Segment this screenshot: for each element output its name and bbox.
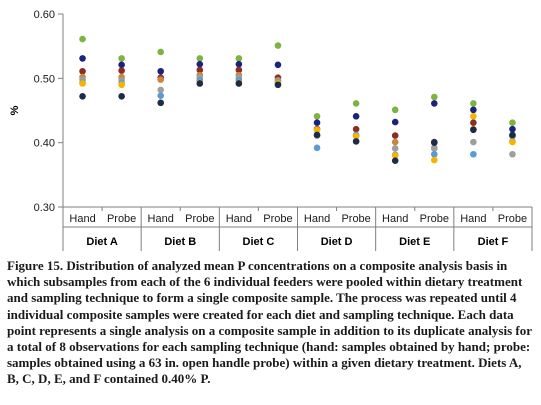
data-point <box>79 93 86 100</box>
data-point <box>79 55 86 62</box>
data-point <box>157 48 165 56</box>
data-point <box>79 67 86 75</box>
diet-group-label: Diet C <box>243 236 275 248</box>
data-point <box>509 131 516 139</box>
data-point <box>391 152 399 159</box>
data-point <box>352 100 360 107</box>
data-point <box>470 150 477 158</box>
data-point <box>313 126 321 134</box>
x-category-label: Hand <box>304 213 330 225</box>
x-category-label: Hand <box>382 213 408 225</box>
x-category-label: Hand <box>226 213 252 225</box>
data-point <box>157 86 165 94</box>
x-category-label: Hand <box>148 213 174 225</box>
data-point <box>235 55 243 62</box>
diet-group-label: Diet B <box>164 236 196 248</box>
data-point <box>313 131 321 139</box>
x-category-label: Probe <box>107 213 136 225</box>
data-point <box>352 125 360 133</box>
data-point <box>391 132 399 139</box>
diet-group-label: Diet F <box>478 236 509 248</box>
data-point <box>235 80 243 87</box>
data-point <box>430 150 438 158</box>
data-point <box>196 80 204 87</box>
data-point <box>509 125 516 133</box>
data-point <box>313 112 321 120</box>
data-point <box>509 150 516 158</box>
data-point <box>79 80 86 87</box>
y-tick-label: 0.60 <box>34 9 55 21</box>
data-point <box>470 119 477 127</box>
data-point <box>235 66 243 74</box>
data-point <box>391 145 399 152</box>
diet-group-label: Diet E <box>399 236 430 248</box>
data-point <box>430 139 438 146</box>
x-category-label: Probe <box>341 213 370 225</box>
data-point <box>235 60 243 68</box>
data-point <box>274 81 282 89</box>
y-tick-label: 0.50 <box>34 73 55 85</box>
data-point <box>274 42 282 49</box>
data-point <box>430 93 438 101</box>
data-point <box>470 138 477 146</box>
data-point <box>509 119 516 127</box>
data-point <box>470 106 477 114</box>
data-point <box>118 55 125 62</box>
data-point <box>430 145 438 152</box>
data-point <box>118 93 125 100</box>
data-point <box>118 81 125 89</box>
x-category-label: Probe <box>498 213 527 225</box>
data-point <box>470 112 477 120</box>
scatter-chart: 0.30 0.40 0.50 0.60 Hand Probe Hand Probe Hand P… <box>9 9 533 251</box>
x-category-label: Probe <box>420 213 449 225</box>
data-point <box>274 61 282 69</box>
data-point <box>352 112 360 120</box>
x-category-label: Hand <box>69 213 95 225</box>
x-category-label: Probe <box>185 213 214 225</box>
data-point <box>509 138 516 146</box>
data-point <box>352 138 360 145</box>
figure-caption: Figure 15. Distribution of analyzed mean… <box>7 258 532 387</box>
data-point <box>391 138 399 146</box>
data-point <box>196 55 204 62</box>
data-point <box>352 132 360 140</box>
data-point <box>157 92 165 100</box>
data-point <box>118 67 125 74</box>
data-point <box>196 66 204 74</box>
x-category-label: Probe <box>263 213 292 225</box>
data-point <box>430 156 438 164</box>
diet-group-labels: Diet A Diet B Diet C Diet D Diet E Diet F <box>86 236 508 248</box>
y-axis-label: % <box>9 105 21 115</box>
data-point <box>430 100 438 107</box>
data-point <box>157 99 165 107</box>
data-point <box>391 157 399 164</box>
data-point <box>391 106 399 114</box>
y-tick-label: 0.40 <box>34 138 55 150</box>
data-point <box>470 100 477 107</box>
data-point <box>470 126 477 134</box>
data-point <box>196 60 204 68</box>
data-point <box>79 35 86 43</box>
data-point <box>157 67 165 75</box>
y-ticks: 0.30 0.40 0.50 0.60 <box>34 9 63 214</box>
y-tick-label: 0.30 <box>34 202 55 214</box>
x-category-label: Hand <box>460 213 486 225</box>
diet-group-label: Diet A <box>86 236 117 248</box>
data-point <box>313 119 321 127</box>
diet-group-label: Diet D <box>321 236 353 248</box>
data-point <box>157 76 165 83</box>
x-category-labels: Hand Probe Hand Probe Hand Probe Hand Probe Hand… <box>69 213 527 225</box>
axes <box>62 14 533 251</box>
data-point <box>118 61 125 69</box>
data-point <box>391 118 399 126</box>
data-point <box>313 144 321 152</box>
data-points <box>79 35 516 164</box>
